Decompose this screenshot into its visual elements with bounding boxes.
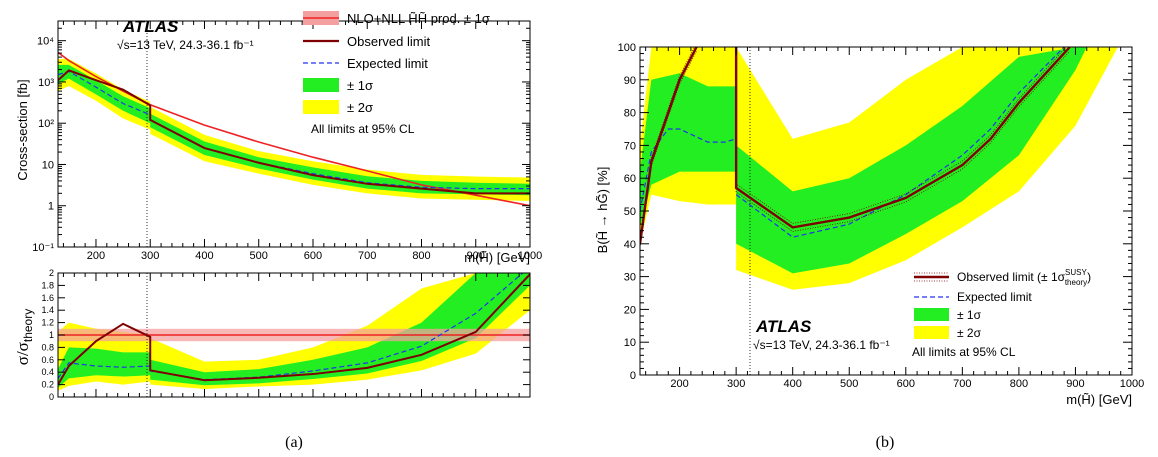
y-tick-label: 10 bbox=[42, 159, 54, 171]
y-tick-label: 100 bbox=[618, 42, 636, 54]
y-tick-label: 0.4 bbox=[41, 367, 54, 377]
x-tick-label: 400 bbox=[195, 250, 213, 262]
y-tick-label: 80 bbox=[624, 108, 636, 120]
x-ticks-a: 200 300 400 500 600 700 800 900 1000 bbox=[62, 21, 542, 262]
observed-limit-line-a bbox=[58, 69, 530, 195]
y-tick-label: 1 bbox=[48, 201, 54, 213]
y-tick-label: 1.8 bbox=[41, 280, 54, 290]
y-tick-label: 0.2 bbox=[41, 380, 54, 390]
y-axis-label-ratio: σ/σtheory bbox=[13, 309, 35, 365]
y-ticks-a: 10⁻¹ 1 10 10² 10³ 10⁴ bbox=[32, 20, 530, 254]
expected-limit-line-b bbox=[735, 47, 1065, 238]
legend-1sigma-b: ± 1σ bbox=[957, 308, 982, 322]
cl-note-b: All limits at 95% CL bbox=[912, 345, 1016, 359]
legend-swatch-1sigma bbox=[303, 78, 339, 92]
cl-note-a: All limits at 95% CL bbox=[311, 122, 415, 136]
legend-a: NLO+NLL H̃H̃ prod. ± 1σ Observed limit E… bbox=[303, 11, 490, 115]
x-ticks-b: 200 300 400 500 600 700 800 900 1000 bbox=[645, 47, 1144, 390]
y-tick-label: 40 bbox=[624, 239, 636, 251]
two-sigma-band-a bbox=[58, 58, 530, 202]
subfigure-label-b: (b) bbox=[876, 434, 895, 451]
y-tick-label: 0.6 bbox=[41, 355, 54, 365]
y-tick-label: 1 bbox=[49, 330, 54, 340]
x-tick-label: 700 bbox=[358, 250, 376, 262]
legend-swatch-1sigma-b bbox=[914, 308, 949, 321]
y-tick-label: 50 bbox=[624, 206, 636, 218]
panel-a-top: 10⁻¹ 1 10 10² 10³ 10⁴ 200 300 400 500 600 700 800 90… bbox=[15, 11, 542, 265]
x-tick-label: 300 bbox=[727, 378, 745, 390]
x-tick-label: 900 bbox=[467, 250, 485, 262]
x-axis-label-a: m(H̃) [GeV] bbox=[464, 250, 530, 265]
x-tick-label: 300 bbox=[141, 250, 159, 262]
y-tick-label: 0 bbox=[49, 392, 54, 402]
x-tick-label: 200 bbox=[670, 378, 688, 390]
one-sigma-band-ratio bbox=[58, 273, 530, 388]
axes-frame-a bbox=[57, 20, 531, 248]
panel-a-bottom: 0 0.2 0.4 0.6 0.8 1 1.2 1.4 1.6 1.8 2 σ/σtheory bbox=[13, 268, 531, 402]
energy-label-a: √s=13 TeV, 24.3-36.1 fb⁻¹ bbox=[117, 38, 254, 52]
legend-expected-b: Expected limit bbox=[957, 290, 1032, 304]
y-tick-label: 10 bbox=[624, 337, 636, 349]
observed-limit-line-b bbox=[640, 47, 698, 244]
observed-theory-band-line-b bbox=[640, 47, 695, 240]
y-axis-label-a: Cross-section [fb] bbox=[15, 79, 30, 180]
y-tick-label: 10² bbox=[38, 118, 54, 130]
observed-limit-line-ratio bbox=[58, 273, 530, 386]
y-tick-label: 20 bbox=[624, 304, 636, 316]
y-axis-label-b: B(H̃ → hG̃) [%] bbox=[595, 167, 610, 254]
panel-b: 0 10 20 30 40 50 60 70 80 90 100 200 300 400 500 600 70… bbox=[595, 42, 1144, 407]
x-tick-label: 200 bbox=[87, 250, 105, 262]
energy-label-b: √s=13 TeV, 24.3-36.1 fb⁻¹ bbox=[753, 338, 890, 352]
legend-b: Observed limit (± 1σSUSY theory) Expected… bbox=[914, 268, 1091, 340]
x-tick-label: 500 bbox=[840, 378, 858, 390]
x-tick-label: 900 bbox=[1066, 378, 1084, 390]
legend-2sigma-b: ± 2σ bbox=[957, 326, 982, 340]
x-tick-label: 500 bbox=[250, 250, 268, 262]
one-sigma-band-b bbox=[640, 47, 1087, 274]
expected-limit-line-b bbox=[640, 128, 737, 212]
y-tick-label: 60 bbox=[624, 173, 636, 185]
atlas-label-b: ATLAS bbox=[755, 317, 812, 336]
observed-limit-line-b bbox=[734, 47, 1071, 229]
legend-expected: Expected limit bbox=[347, 56, 428, 71]
y-tick-label: 1.2 bbox=[41, 318, 54, 328]
x-tick-label: 600 bbox=[304, 250, 322, 262]
legend-2sigma: ± 2σ bbox=[347, 100, 373, 115]
y-tick-label: 0 bbox=[630, 370, 636, 382]
y-tick-label: 10³ bbox=[38, 77, 54, 89]
legend-observed: Observed limit bbox=[347, 34, 430, 49]
y-tick-label: 1.4 bbox=[41, 305, 54, 315]
legend-1sigma: ± 1σ bbox=[347, 78, 373, 93]
subfigure-label-a: (a) bbox=[285, 434, 303, 451]
y-tick-label: 1.6 bbox=[41, 293, 54, 303]
x-tick-label: 1000 bbox=[518, 250, 542, 262]
x-ticks-ratio bbox=[62, 273, 531, 397]
legend-theory: NLO+NLL H̃H̃ prod. ± 1σ bbox=[347, 11, 490, 26]
observed-theory-band-line-b bbox=[640, 50, 697, 248]
theory-line-a bbox=[58, 51, 530, 207]
y-tick-label: 10⁴ bbox=[37, 36, 54, 48]
x-tick-label: 800 bbox=[412, 250, 430, 262]
x-tick-label: 800 bbox=[1010, 378, 1028, 390]
x-axis-label-b: m(H̃) [GeV] bbox=[1066, 392, 1132, 407]
y-tick-label: 10⁻¹ bbox=[32, 242, 54, 254]
y-ticks-b: 0 10 20 30 40 50 60 70 80 90 100 bbox=[618, 42, 1132, 382]
legend-swatch-2sigma-b bbox=[914, 326, 949, 339]
y-tick-label: 70 bbox=[624, 140, 636, 152]
y-tick-label: 30 bbox=[624, 272, 636, 284]
y-tick-label: 2 bbox=[49, 268, 54, 278]
legend-swatch-2sigma bbox=[303, 100, 339, 114]
x-tick-label: 600 bbox=[897, 378, 915, 390]
x-tick-label: 1000 bbox=[1120, 378, 1144, 390]
one-sigma-band-a bbox=[58, 64, 530, 196]
legend-observed-b: Observed limit (± 1σSUSY theory) bbox=[957, 268, 1091, 287]
y-ticks-ratio: 0 0.2 0.4 0.6 0.8 1 1.2 1.4 1.6 1.8 2 bbox=[41, 268, 530, 402]
y-tick-label: 90 bbox=[624, 75, 636, 87]
atlas-label-a: ATLAS bbox=[122, 17, 179, 36]
y-tick-label: 0.8 bbox=[41, 342, 54, 352]
x-tick-label: 700 bbox=[953, 378, 971, 390]
x-tick-label: 400 bbox=[784, 378, 802, 390]
